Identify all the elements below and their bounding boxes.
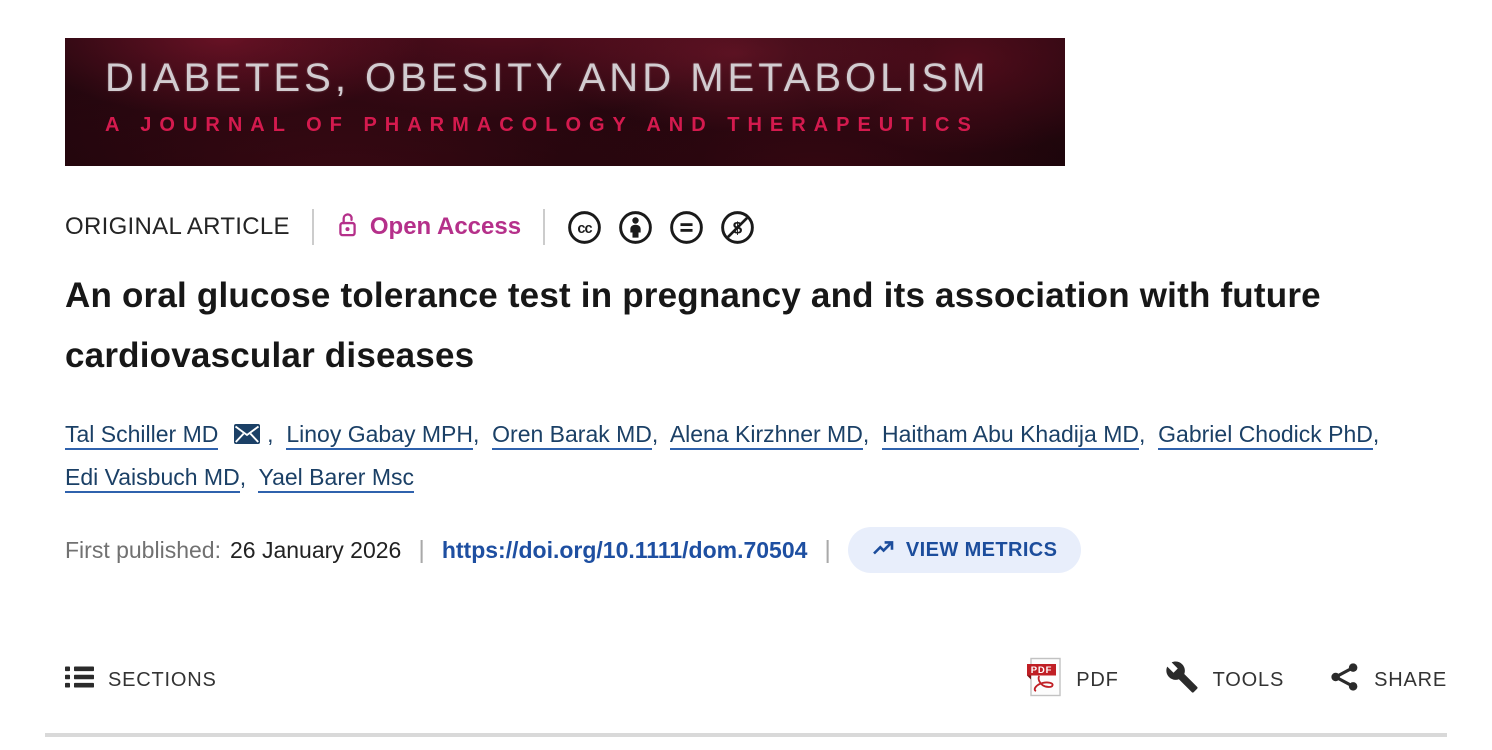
author-item: Haitham Abu Khadija MD, [882, 421, 1158, 450]
wrench-icon [1165, 660, 1199, 700]
author-link[interactable]: Tal Schiller MD [65, 421, 219, 450]
share-button[interactable]: SHARE [1330, 662, 1447, 698]
journal-tagline: A JOURNAL OF PHARMACOLOGY AND THERAPEUTI… [105, 114, 979, 136]
toolbar-right-group: PDF PDF TOOLS SHARE [1026, 657, 1447, 703]
cc-nc-non-commercial-icon[interactable]: $ [720, 210, 755, 245]
journal-banner[interactable]: DIABETES, OBESITY AND METABOLISM A JOURN… [65, 38, 1065, 166]
author-separator: , [472, 421, 493, 447]
email-corresponding-author-icon[interactable] [233, 416, 260, 457]
author-separator: , [239, 464, 259, 490]
author-separator: , [1138, 421, 1159, 447]
open-lock-icon [336, 211, 359, 244]
tools-button[interactable]: TOOLS [1165, 660, 1284, 700]
svg-text:cc: cc [577, 220, 592, 236]
author-link[interactable]: Alena Kirzhner MD [669, 421, 863, 450]
author-link[interactable]: Edi Vaisbuch MD [65, 464, 240, 493]
publication-date: 26 January 2026 [229, 536, 402, 563]
vertical-divider [311, 209, 314, 245]
author-separator: , [1372, 421, 1386, 447]
journal-name: DIABETES, OBESITY AND METABOLISM [105, 56, 990, 100]
section-divider-rule [45, 733, 1447, 737]
author-link[interactable]: Gabriel Chodick PhD [1158, 421, 1373, 450]
author-item: Oren Barak MD, [492, 421, 670, 450]
cc-license-icon[interactable]: cc [567, 210, 602, 245]
tools-label: TOOLS [1212, 668, 1285, 691]
vertical-separator: | [824, 535, 831, 564]
author-item: Gabriel Chodick PhD, [1158, 421, 1386, 450]
author-item: Tal Schiller MD , [65, 421, 287, 450]
share-label: SHARE [1374, 668, 1447, 691]
author-link[interactable]: Linoy Gabay MPH [286, 421, 473, 450]
publication-row: First published: 26 January 2026 | https… [65, 527, 1082, 573]
license-icons: cc $ [567, 210, 755, 245]
author-separator: , [267, 421, 287, 447]
author-item: Alena Kirzhner MD, [669, 421, 883, 450]
cc-nd-no-derivatives-icon[interactable] [669, 210, 704, 245]
open-access-badge[interactable]: Open Access [336, 211, 521, 244]
doi-link[interactable]: https://doi.org/10.1111/dom.70504 [441, 536, 808, 563]
author-list: Tal Schiller MD , Linoy Gabay MPH, Oren … [65, 414, 1410, 498]
vertical-divider [543, 209, 546, 245]
author-separator: , [651, 421, 670, 447]
sections-label: SECTIONS [108, 668, 217, 691]
pdf-label: PDF [1076, 668, 1119, 691]
svg-text:PDF: PDF [1031, 665, 1052, 676]
article-category: ORIGINAL ARTICLE [65, 213, 290, 240]
cc-by-attribution-icon[interactable] [618, 210, 653, 245]
author-item: Linoy Gabay MPH, [286, 421, 492, 450]
sections-button[interactable]: SECTIONS [65, 665, 217, 695]
view-metrics-button[interactable]: VIEW METRICS [847, 527, 1082, 573]
open-access-label: Open Access [369, 213, 522, 240]
author-item: Edi Vaisbuch MD, [65, 464, 258, 493]
share-nodes-icon [1330, 662, 1360, 698]
article-meta-row: ORIGINAL ARTICLE Open Access cc $ [65, 206, 755, 248]
author-link[interactable]: Yael Barer Msc [258, 464, 414, 493]
author-link[interactable]: Haitham Abu Khadija MD [882, 421, 1139, 450]
first-published-label: First published: [65, 536, 221, 563]
pdf-button[interactable]: PDF PDF [1026, 657, 1118, 703]
author-item: Yael Barer Msc [258, 464, 414, 493]
article-title: An oral glucose tolerance test in pregna… [65, 276, 1321, 375]
author-link[interactable]: Oren Barak MD [492, 421, 652, 450]
vertical-separator: | [418, 535, 425, 564]
trending-up-icon [872, 538, 895, 563]
article-toolbar: SECTIONS PDF PDF TOOLS SHARE [65, 655, 1447, 705]
view-metrics-label: VIEW METRICS [905, 538, 1058, 561]
author-separator: , [862, 421, 883, 447]
pdf-file-icon: PDF [1026, 657, 1062, 703]
sections-list-icon [65, 665, 94, 695]
